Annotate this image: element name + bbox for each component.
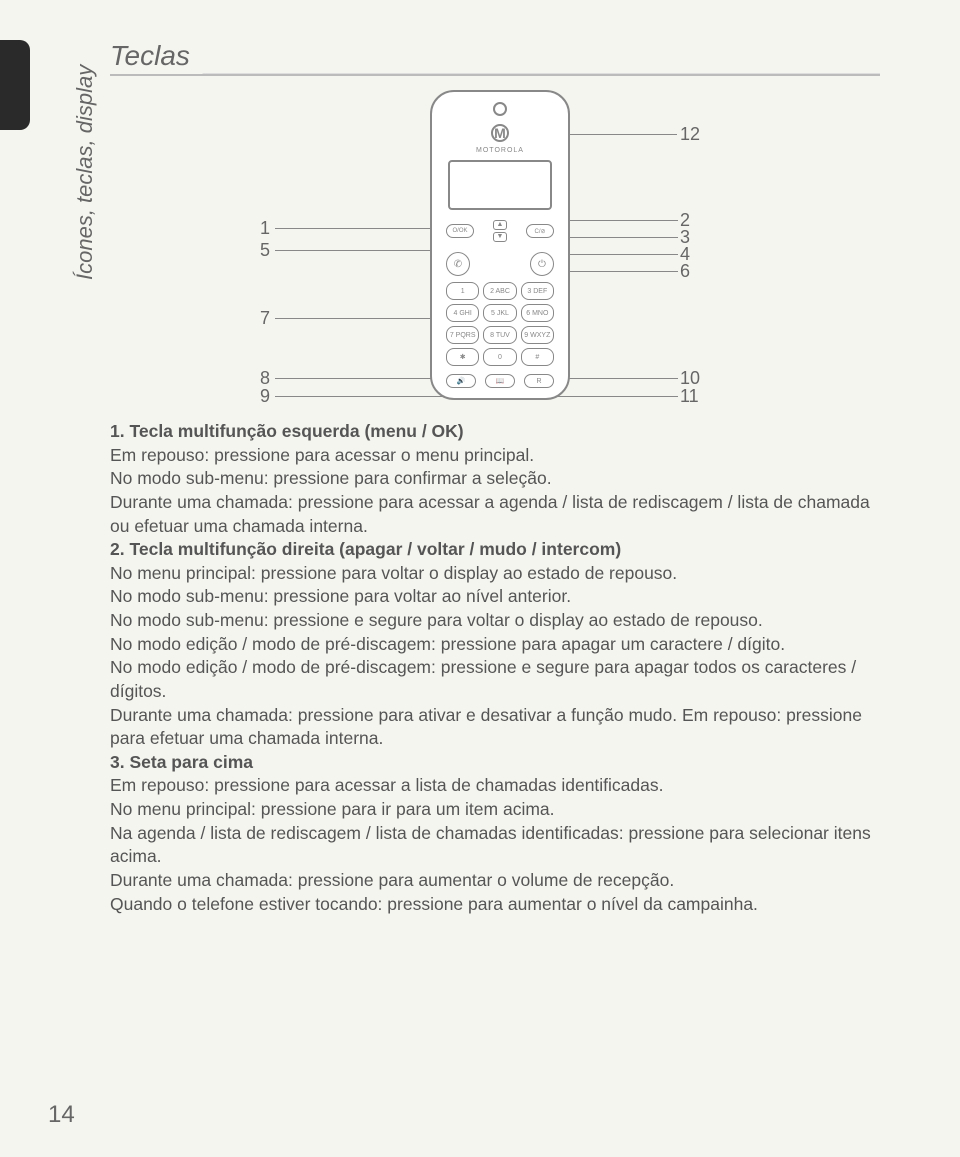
key-1: 1 [446,282,479,300]
call-icon: ✆ [446,252,470,276]
callout-line-10 [555,378,678,379]
para-3d: Durante uma chamada: pressione para aume… [110,869,880,893]
callout-line-7 [275,318,440,319]
callout-line-2 [560,220,678,221]
heading-2: 2. Tecla multifunção direita (apagar / v… [110,538,880,562]
speaker-button-icon: 🔊 [446,374,476,388]
phone-outline: M MOTOROLA O/OK ▲ ▼ C/⊘ ✆ ⏻ 1 2 ABC 3 DE… [430,90,570,400]
para-2c: No modo sub-menu: pressione e segure par… [110,609,880,633]
callout-7: 7 [260,308,270,329]
keypad: 1 2 ABC 3 DEF 4 GHI 5 JKL 6 MNO 7 PQRS 8… [446,282,554,366]
callout-5: 5 [260,240,270,261]
body-text: 1. Tecla multifunção esquerda (menu / OK… [110,420,880,916]
para-2a: No menu principal: pressione para voltar… [110,562,880,586]
speaker-icon [493,102,507,116]
callout-line-5 [275,250,445,251]
key-6: 6 MNO [521,304,554,322]
fn-left-button: O/OK [446,224,474,238]
callout-12: 12 [680,124,700,145]
call-row: ✆ ⏻ [446,252,554,276]
para-3b: No menu principal: pressione para ir par… [110,798,880,822]
key-9: 9 WXYZ [521,326,554,344]
arrow-up-icon: ▲ [493,220,507,230]
recall-button: R [524,374,554,388]
para-2d: No modo edição / modo de pré-discagem: p… [110,633,880,657]
key-0: 0 [483,348,516,366]
callout-9: 9 [260,386,270,407]
para-3a: Em repouso: pressione para acessar a lis… [110,774,880,798]
callout-line-6 [560,271,678,272]
main-content: Teclas 1 5 7 8 9 12 2 3 4 6 10 11 M MOTO… [110,40,900,916]
para-1c: Durante uma chamada: pressione para aces… [110,491,880,538]
para-1b: No modo sub-menu: pressione para confirm… [110,467,880,491]
para-2e: No modo edição / modo de pré-discagem: p… [110,656,880,703]
key-3: 3 DEF [521,282,554,300]
heading-1: 1. Tecla multifunção esquerda (menu / OK… [110,420,880,444]
key-hash: # [521,348,554,366]
hangup-icon: ⏻ [530,252,554,276]
phone-diagram: 1 5 7 8 9 12 2 3 4 6 10 11 M MOTOROLA [110,90,880,410]
vertical-section-label: Ícones, teclas, display [72,65,98,280]
key-8: 8 TUV [483,326,516,344]
para-1a: Em repouso: pressione para acessar o men… [110,444,880,468]
para-3e: Quando o telefone estiver tocando: press… [110,893,880,917]
function-row: O/OK ▲ ▼ C/⊘ [446,220,554,242]
para-3c: Na agenda / lista de rediscagem / lista … [110,822,880,869]
phone-screen [448,160,552,210]
brand-label: MOTOROLA [476,147,524,154]
phonebook-button-icon: 📖 [485,374,515,388]
heading-3: 3. Seta para cima [110,751,880,775]
callout-11: 11 [680,386,699,407]
para-2b: No modo sub-menu: pressione para voltar … [110,585,880,609]
section-title: Teclas [110,40,880,76]
side-tab [0,40,30,130]
callout-line-1 [275,228,440,229]
motorola-logo-icon: M [491,124,509,142]
bottom-row: 🔊 📖 R [446,374,554,388]
key-5: 5 JKL [483,304,516,322]
callout-6: 6 [680,261,690,282]
key-4: 4 GHI [446,304,479,322]
para-2f: Durante uma chamada: pressione para ativ… [110,704,880,751]
key-7: 7 PQRS [446,326,479,344]
fn-right-button: C/⊘ [526,224,554,238]
arrow-column: ▲ ▼ [493,220,507,242]
callout-1: 1 [260,218,270,239]
key-2: 2 ABC [483,282,516,300]
key-star: ✱ [446,348,479,366]
page-number: 14 [48,1101,75,1129]
callout-line-8 [275,378,450,379]
arrow-down-icon: ▼ [493,232,507,242]
